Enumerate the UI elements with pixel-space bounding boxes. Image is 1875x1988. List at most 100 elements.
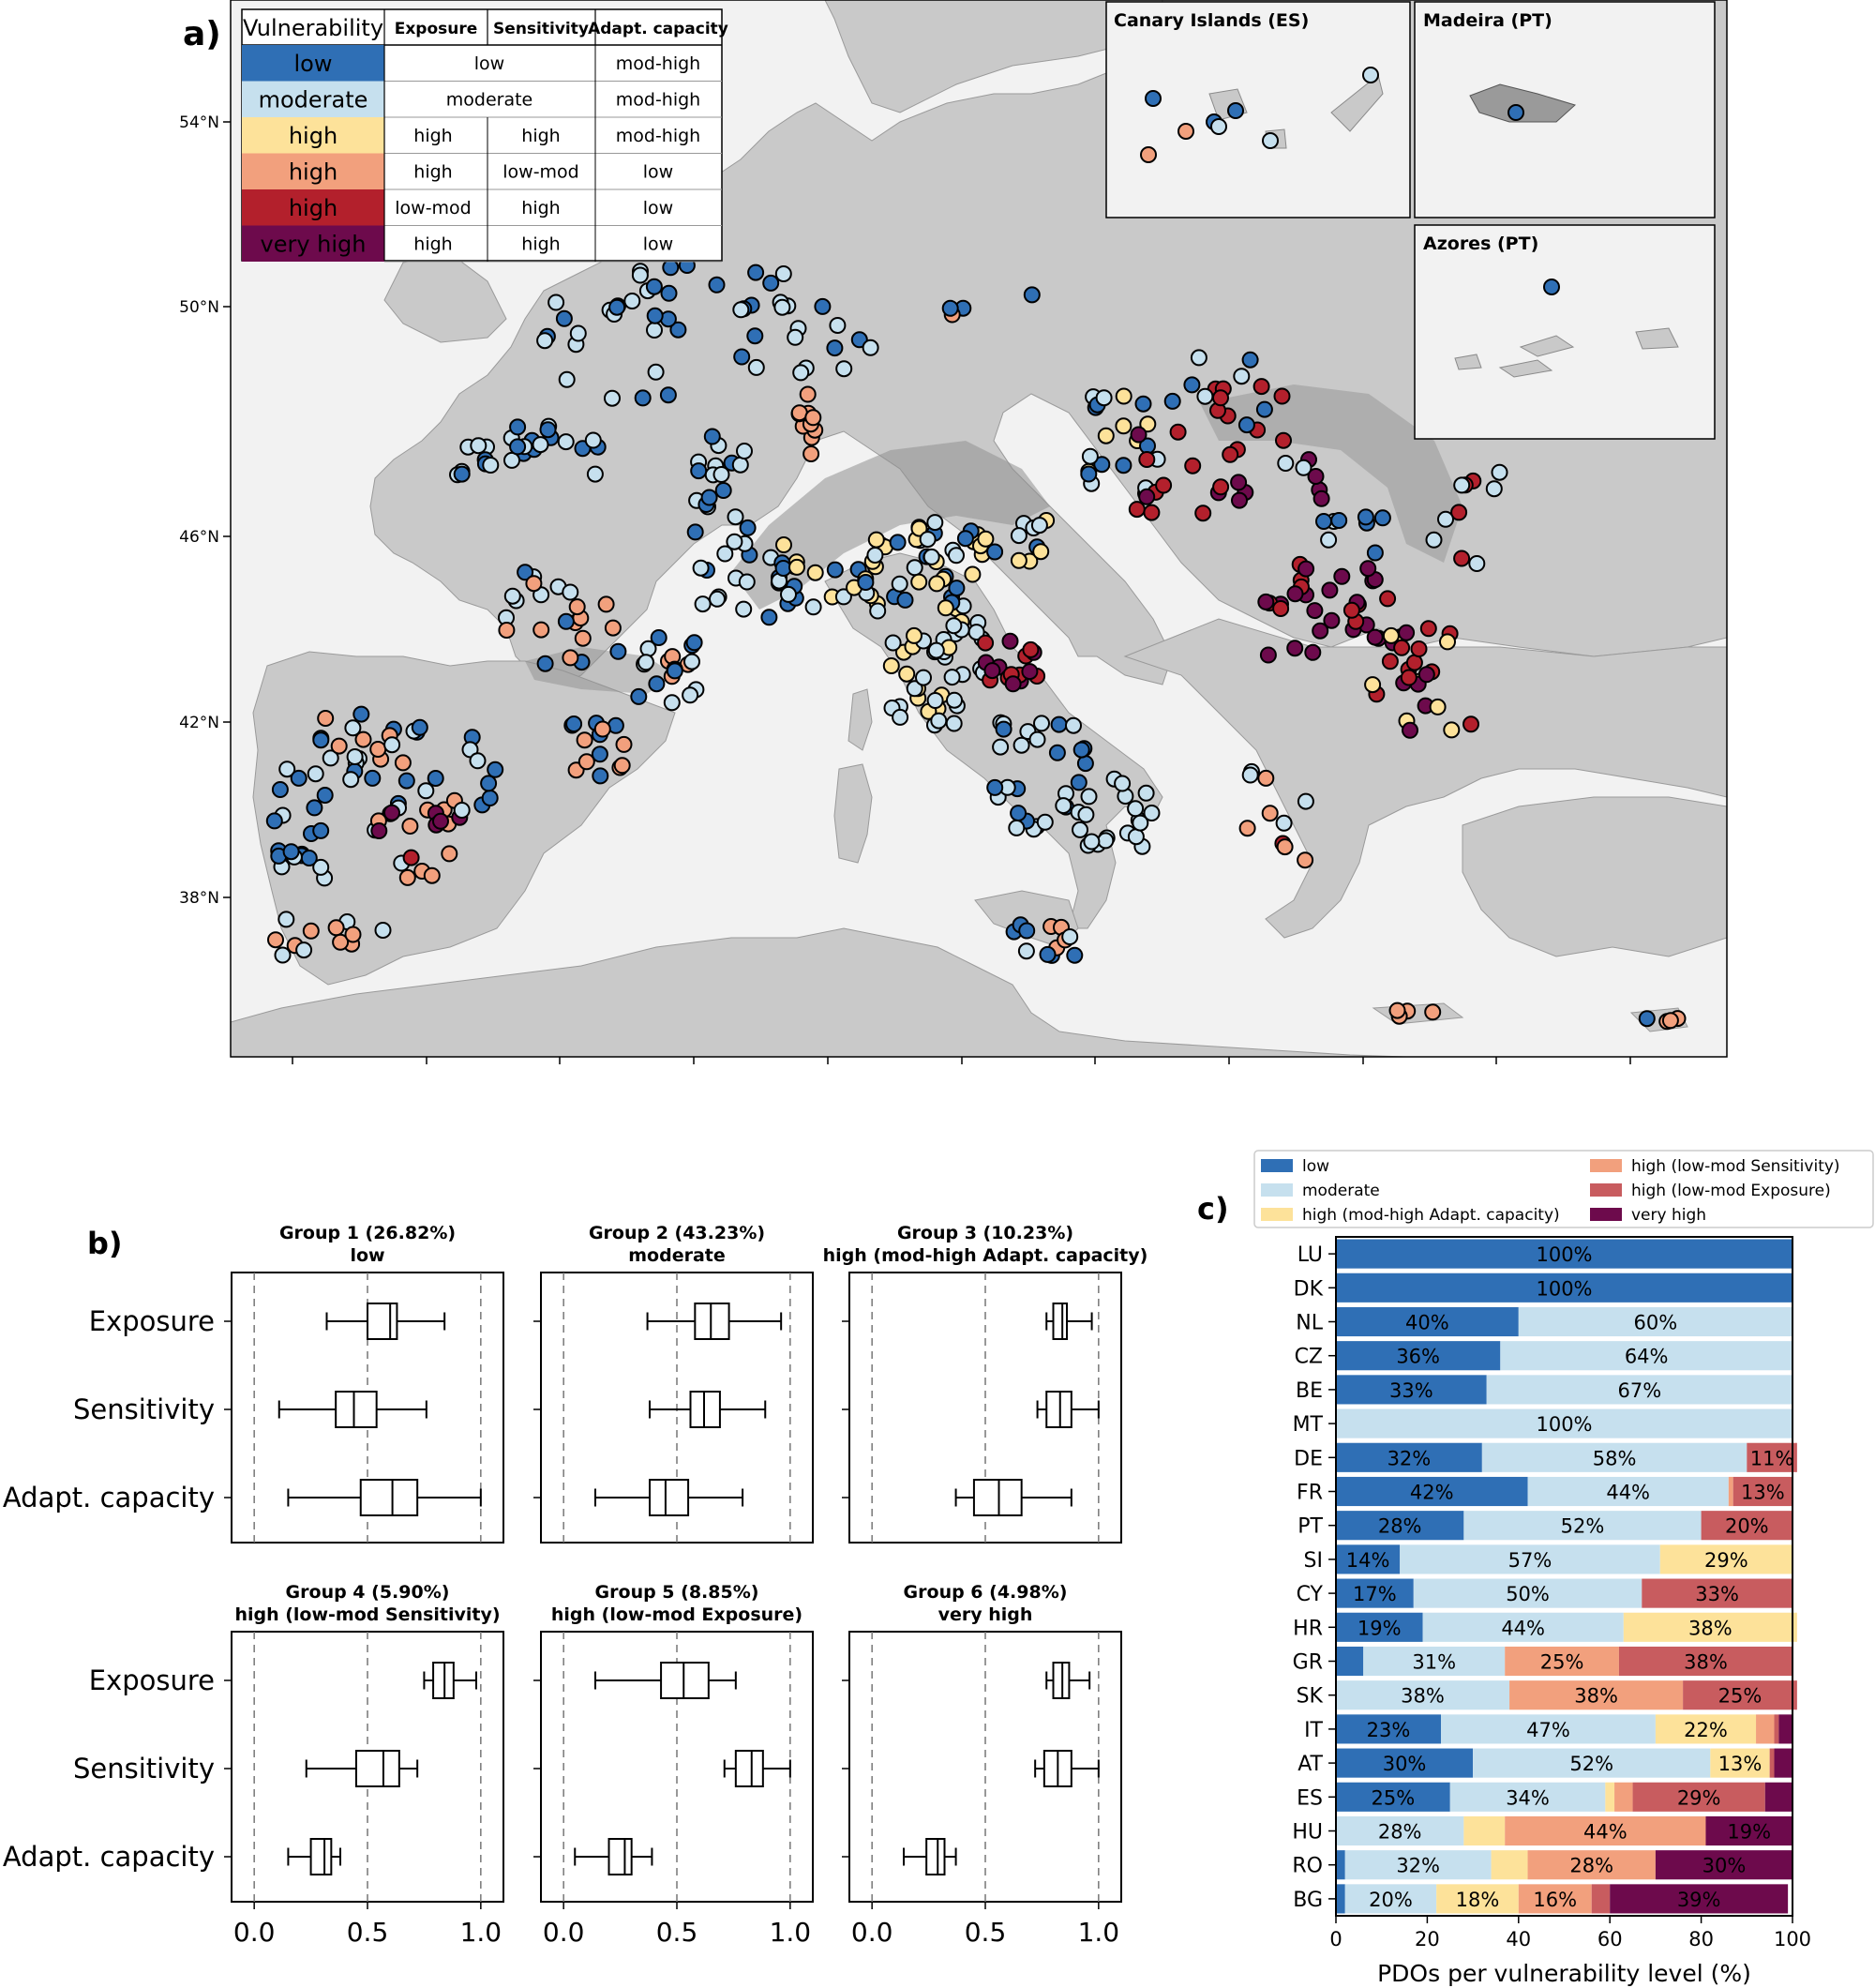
bar-label: 25% <box>1718 1685 1762 1708</box>
pdo-dot-inset <box>1262 132 1279 149</box>
pdo-dot <box>1070 774 1088 791</box>
boxplot-frame <box>231 1631 504 1903</box>
pdo-dot <box>307 765 324 783</box>
pdo-dot <box>1080 465 1098 483</box>
bar-segment-FR-0 <box>1336 1476 1528 1507</box>
legend-entry-2: high (mod-high Adapt. capacity) <box>1302 1206 1560 1225</box>
bar-label: 44% <box>1606 1482 1650 1504</box>
legend-exposure: moderate <box>446 90 532 111</box>
pdo-dot <box>1212 478 1230 496</box>
pdo-dot <box>1134 395 1152 413</box>
group-subtitle: low <box>350 1245 384 1266</box>
pdo-dot <box>608 298 626 316</box>
pdo-dot <box>1357 508 1374 526</box>
pdo-dot <box>290 769 308 787</box>
bar-segment-PT-4 <box>1701 1511 1792 1541</box>
bar-segment-CY-4 <box>1642 1578 1792 1608</box>
pdo-dot <box>1261 805 1279 822</box>
pdo-dot <box>1081 447 1099 465</box>
bar-label: 33% <box>1389 1379 1433 1402</box>
legend-swatch-4 <box>242 189 384 226</box>
pdo-dot <box>548 294 565 311</box>
pdo-dot <box>732 301 750 319</box>
pdo-dot <box>631 266 649 284</box>
bar-label: 39% <box>1677 1889 1721 1911</box>
pdo-dot <box>591 746 608 763</box>
map-lat-tick-label: 54°N <box>179 113 219 132</box>
pdo-dot <box>1072 741 1090 759</box>
box-iqr <box>1052 1303 1068 1340</box>
pdo-dot <box>862 339 879 356</box>
pdo-dot <box>555 309 573 327</box>
category-label: IT <box>1304 1719 1323 1742</box>
pdo-dot <box>775 536 792 553</box>
pdo-dot <box>926 692 944 709</box>
legend-sensitivity: high <box>521 198 560 218</box>
pdo-dot <box>1115 387 1132 405</box>
bar-segment-SI-1 <box>1400 1544 1660 1574</box>
pdo-dot <box>411 718 428 736</box>
pdo-dot <box>1257 769 1275 787</box>
pdo-dot <box>1076 755 1094 773</box>
inset-madeira-title: Madeira (PT) <box>1423 10 1552 31</box>
pdo-dot <box>773 298 791 316</box>
bar-segment-ES-2 <box>1605 1782 1615 1812</box>
bar-label: 17% <box>1353 1583 1397 1605</box>
pdo-dot <box>536 332 554 350</box>
pdo-dot <box>1077 806 1095 823</box>
pdo-dot <box>977 530 995 548</box>
pdo-dot <box>716 545 734 563</box>
pdo-dot <box>1307 468 1325 485</box>
bar-segment-BG-0 <box>1336 1884 1345 1914</box>
pdo-dot <box>1272 600 1290 617</box>
bar-label: 16% <box>1533 1889 1577 1911</box>
pdo-dot <box>1275 814 1293 832</box>
bar-segment-SK-3 <box>1509 1680 1684 1710</box>
pdo-dot <box>1066 946 1084 964</box>
pdo-dot-inset <box>1178 123 1194 140</box>
pdo-dot <box>943 669 961 686</box>
pdo-dot <box>282 843 300 861</box>
pdo-dot <box>1022 640 1040 658</box>
bar-segment-HU-5 <box>1705 1815 1792 1846</box>
bar-label: 58% <box>1593 1447 1637 1469</box>
bar-segment-BE-0 <box>1336 1375 1487 1405</box>
pdo-dot <box>557 612 575 630</box>
pdo-dot <box>889 534 907 551</box>
pdo-dot <box>1323 611 1341 629</box>
bar-segment-HU-2 <box>1463 1815 1506 1846</box>
category-label: NL <box>1296 1312 1323 1335</box>
pdo-dot <box>850 331 868 349</box>
legend-level: moderate <box>259 87 368 113</box>
pdo-dot <box>1443 721 1461 739</box>
bar-label: 38% <box>1401 1685 1445 1708</box>
pdo-dot <box>354 730 372 748</box>
pdo-dot-inset <box>1508 104 1524 121</box>
pdo-dot <box>926 514 944 532</box>
bar-segment-PT-1 <box>1463 1511 1702 1541</box>
bar-label: 25% <box>1372 1786 1416 1809</box>
pdo-dot <box>1255 400 1273 418</box>
pdo-dot <box>1491 463 1508 481</box>
pdo-dot <box>946 691 963 709</box>
pdo-dot <box>374 922 392 939</box>
pdo-dot <box>1194 505 1212 522</box>
bar-segment-BG-4 <box>1591 1884 1611 1914</box>
pdo-dot <box>1366 628 1384 646</box>
pdo-dot <box>532 436 549 454</box>
pdo-dot <box>1061 928 1079 945</box>
pdo-dot <box>1114 775 1132 792</box>
pdo-dot <box>1298 560 1315 578</box>
legend-swatch-0 <box>242 45 384 82</box>
bar-segment-NL-1 <box>1518 1306 1792 1337</box>
bar-label: 28% <box>1378 1515 1422 1538</box>
pdo-dot <box>1196 387 1214 405</box>
pdo-dot <box>1359 560 1377 578</box>
pdo-dot <box>977 634 995 652</box>
bar-segment-DE-0 <box>1336 1442 1482 1472</box>
legend-entry-1: moderate <box>1302 1182 1380 1200</box>
bar-segment-SK-1 <box>1336 1680 1510 1710</box>
bar-label: 13% <box>1718 1753 1762 1775</box>
pdo-dot <box>1393 639 1411 656</box>
pdo-dot <box>650 629 668 646</box>
